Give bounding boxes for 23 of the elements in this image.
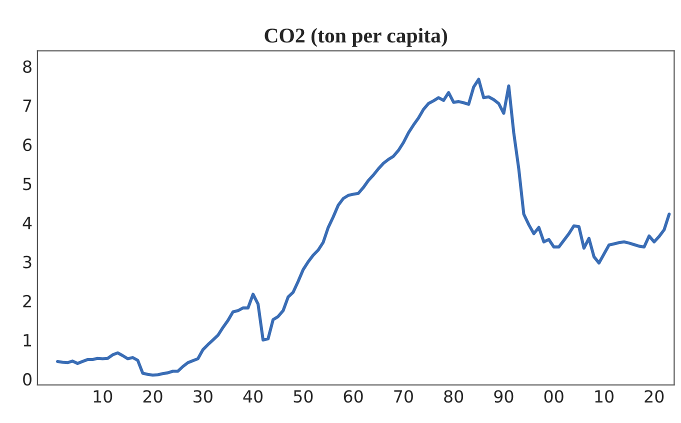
y-tick-label: 6 [23, 138, 32, 152]
y-tick-label: 3 [23, 256, 32, 268]
y-tick-label: 2 [23, 294, 31, 308]
x-tick-label: 20 [143, 390, 162, 403]
x-tick-label: 10 [94, 390, 112, 403]
x-tick-label: 80 [444, 390, 464, 403]
x-tick-label: 30 [194, 390, 212, 403]
y-tick-label: 4 [22, 216, 32, 230]
x-tick-label: 40 [243, 390, 263, 403]
x-tick-label: 00 [544, 390, 564, 403]
y-tick-label: 1 [24, 334, 32, 346]
x-tick-label: 70 [394, 390, 413, 403]
y-tick-label: 8 [23, 60, 32, 73]
y-tick-label: 7 [23, 100, 32, 112]
line-series [56, 78, 671, 377]
chart-title: CO2 (ton per capita) [264, 28, 448, 47]
x-tick-label: 50 [294, 390, 313, 403]
x-tick-label: 60 [344, 390, 363, 403]
x-tick-label: 20 [644, 390, 664, 403]
x-tick-label: 10 [595, 390, 614, 403]
x-tick-label: 90 [494, 390, 514, 403]
y-tick-label: 0 [23, 373, 32, 386]
y-tick-label: 5 [23, 178, 32, 190]
